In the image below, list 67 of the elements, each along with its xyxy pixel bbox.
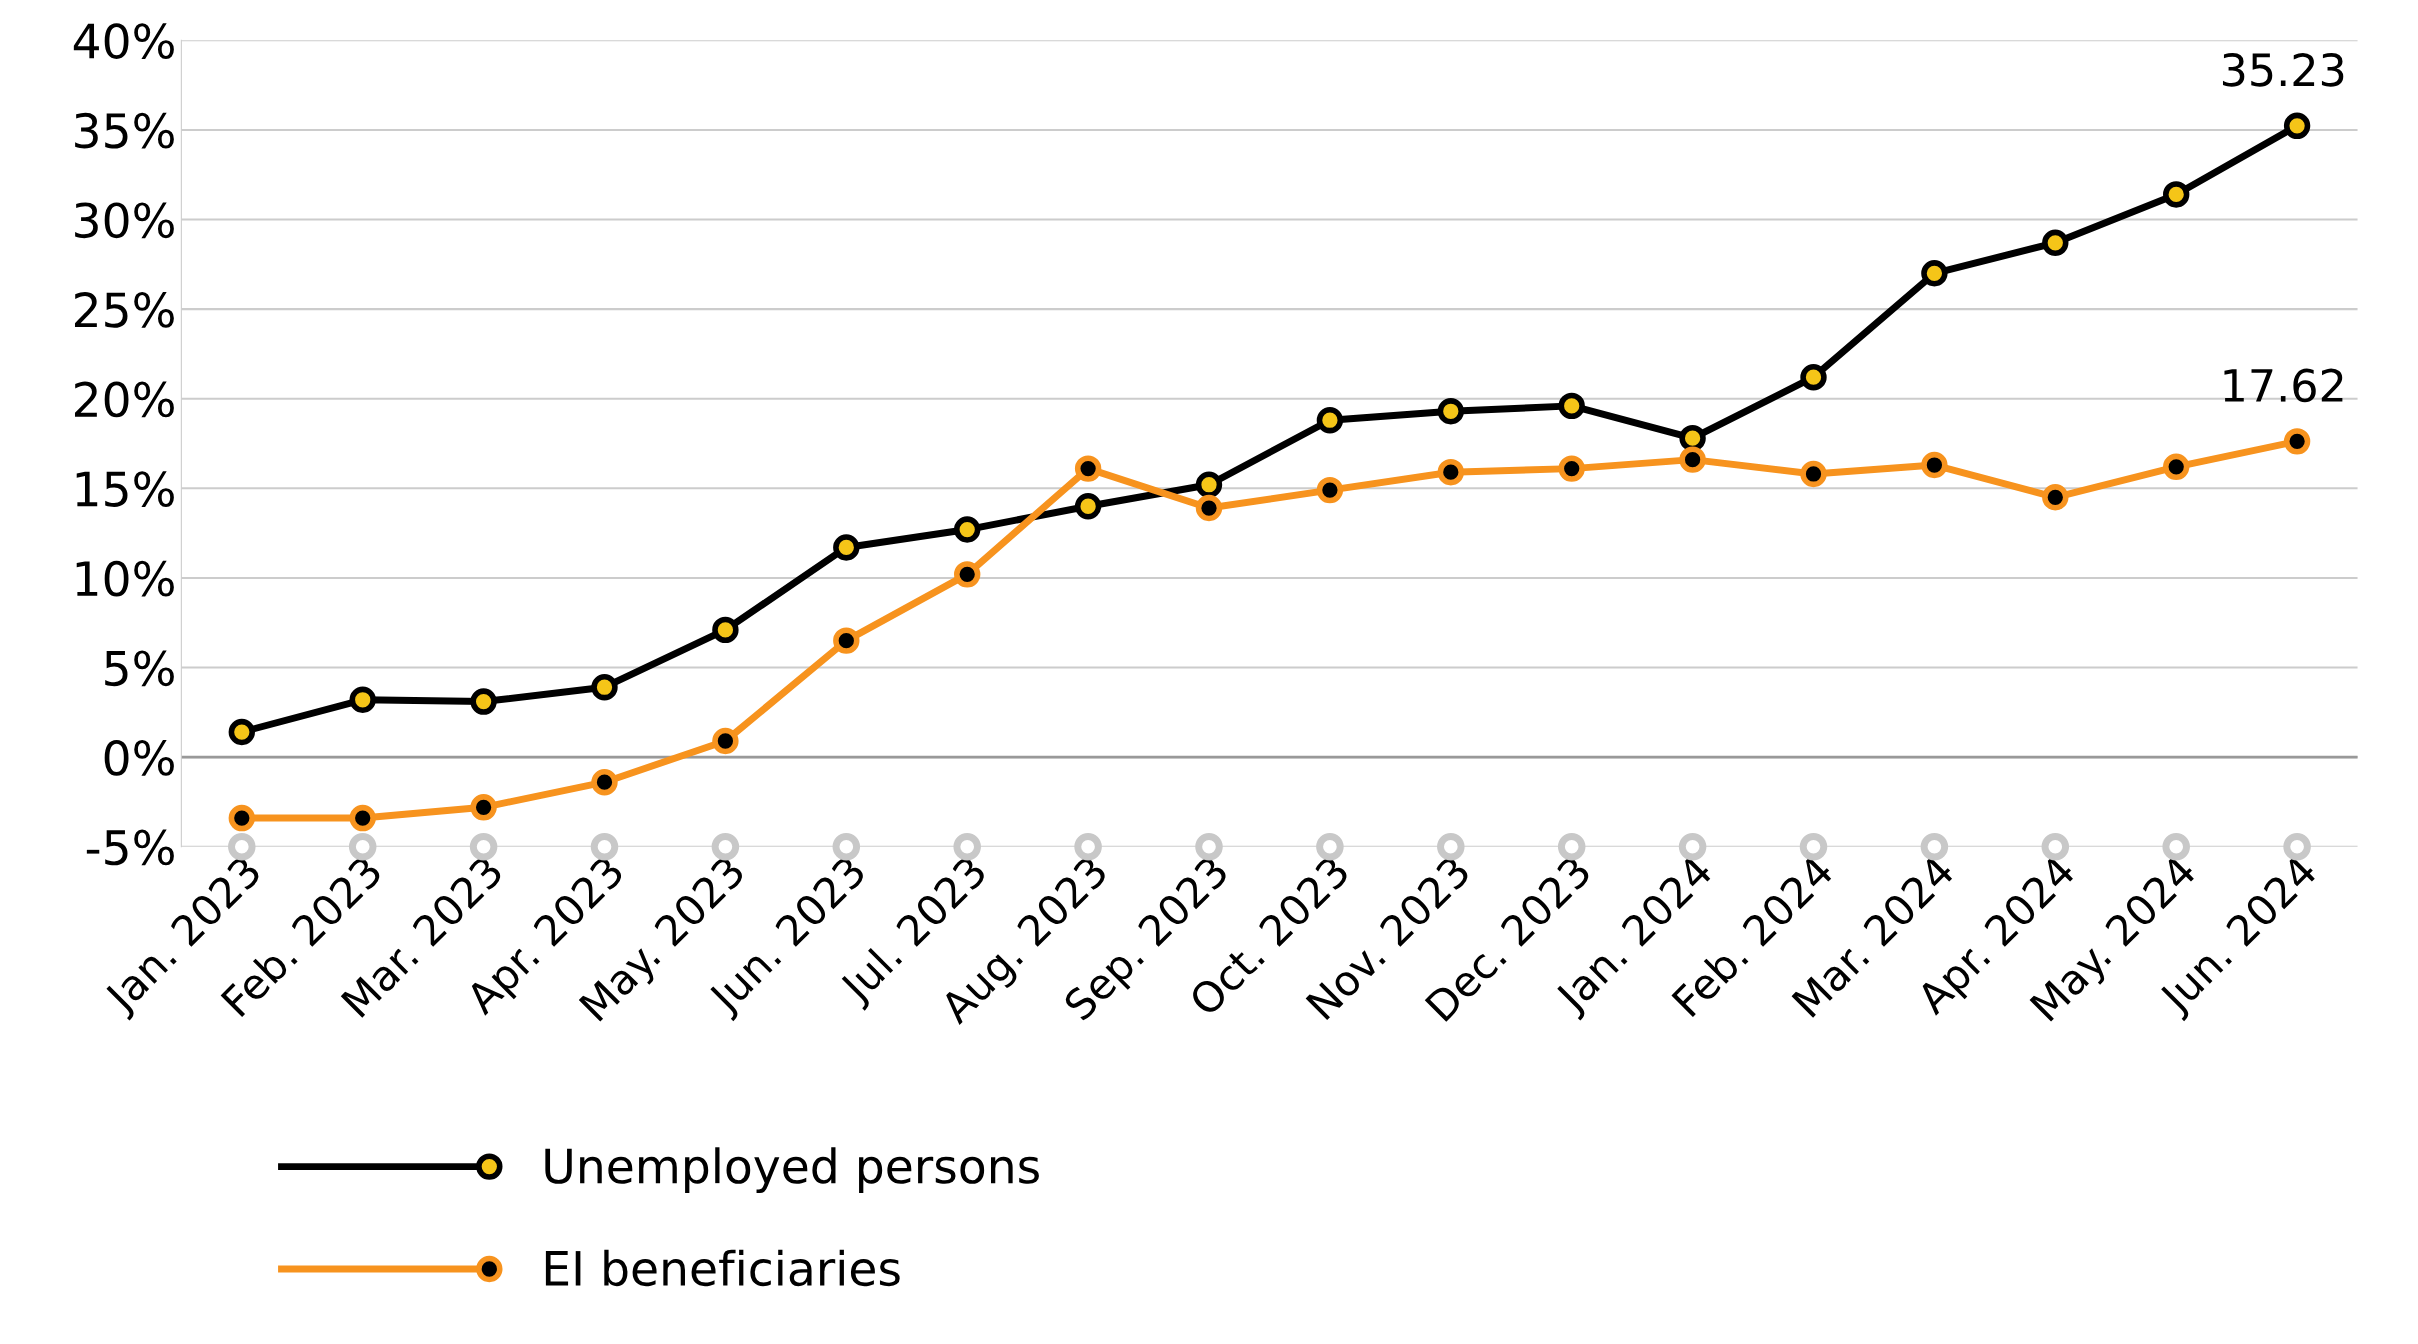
y-tick-label: 35%	[75, 112, 174, 149]
point	[2041, 832, 2070, 861]
point	[1799, 832, 1828, 861]
point	[1074, 493, 1102, 520]
y-tick-label: 15%	[76, 471, 174, 507]
point	[349, 686, 376, 713]
y-tick-label: 30%	[75, 202, 174, 239]
point	[1921, 451, 1948, 479]
point	[1557, 832, 1586, 861]
point	[228, 832, 256, 861]
point	[712, 616, 739, 644]
point	[2162, 832, 2190, 861]
point	[954, 516, 981, 543]
point	[1437, 458, 1464, 486]
y-tick-label: 25%	[74, 292, 174, 328]
point	[348, 832, 377, 861]
point	[228, 804, 255, 832]
point	[1558, 392, 1585, 420]
point	[1800, 364, 1827, 391]
point	[953, 832, 981, 861]
y-tick-label: 5%	[105, 650, 174, 687]
point	[1195, 494, 1223, 522]
legend-label: EI beneficiaries	[545, 1249, 900, 1287]
point	[2163, 181, 2190, 208]
point	[1558, 455, 1585, 482]
y-tick-label: 40%	[73, 23, 174, 59]
point	[2283, 428, 2311, 455]
point	[470, 688, 497, 715]
point	[1678, 832, 1707, 861]
point	[2042, 229, 2069, 257]
y-tick-label: 10%	[76, 560, 174, 597]
point	[591, 674, 618, 701]
point	[833, 534, 860, 561]
point	[1074, 455, 1102, 482]
point	[833, 627, 860, 654]
point	[590, 832, 619, 861]
y-tick-label: 0%	[104, 740, 174, 776]
point	[2163, 453, 2190, 481]
point	[712, 727, 739, 755]
point	[832, 832, 861, 861]
y-tick-label: 20%	[74, 381, 174, 418]
point	[349, 804, 376, 832]
point	[2042, 484, 2069, 511]
point	[1316, 832, 1344, 861]
annotation: 17.62	[2224, 368, 2343, 403]
legend-label: Unemployed persons	[545, 1147, 1039, 1193]
point	[1195, 832, 1223, 861]
point	[2283, 112, 2311, 139]
point	[954, 561, 981, 588]
point	[228, 718, 255, 746]
point	[1195, 471, 1223, 498]
point	[470, 794, 497, 821]
point	[1437, 832, 1465, 861]
point	[591, 769, 618, 796]
point	[1800, 460, 1827, 488]
point	[1437, 398, 1464, 425]
point	[1074, 832, 1102, 861]
point	[711, 832, 740, 861]
annotation: 35.23	[2222, 53, 2344, 87]
point	[1316, 407, 1344, 434]
point	[2283, 832, 2311, 861]
point	[1679, 446, 1706, 473]
point	[1920, 832, 1949, 861]
point	[1921, 260, 1948, 287]
point	[1679, 424, 1706, 452]
point	[1316, 476, 1344, 504]
point	[469, 832, 498, 861]
